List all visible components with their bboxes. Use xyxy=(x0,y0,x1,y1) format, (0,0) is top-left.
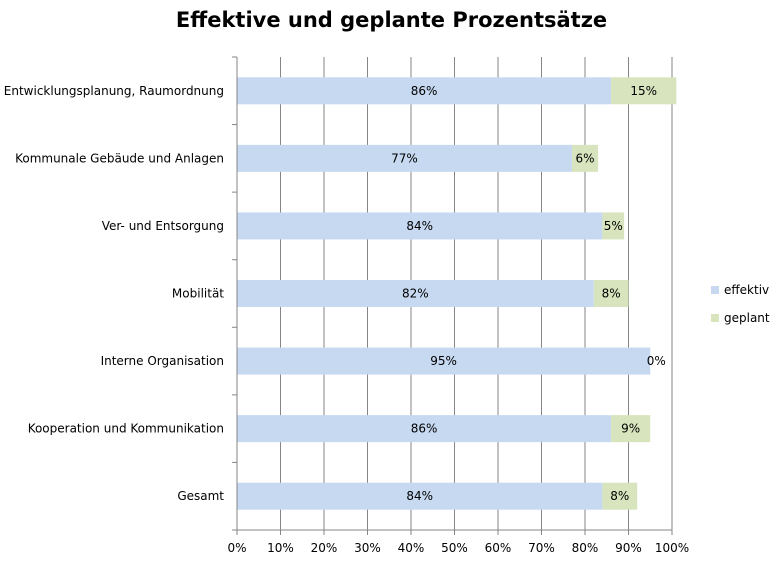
data-labels: 86% 15% 77% 6% 84% 5% 82% 8% 95% 0% 86% 9% 84% 8% xyxy=(391,84,666,503)
category-label: Kooperation und Kommunikation xyxy=(28,422,224,436)
bar-effektiv xyxy=(237,280,594,307)
data-label-geplant: 8% xyxy=(610,489,629,503)
x-tick-label: 0% xyxy=(227,541,246,555)
x-tick-label: 40% xyxy=(398,541,425,555)
bar-effektiv xyxy=(237,77,612,105)
data-label-effektiv: 82% xyxy=(402,287,429,301)
data-label-effektiv: 84% xyxy=(406,489,433,503)
bar-effektiv xyxy=(237,482,603,510)
x-tick-label: 90% xyxy=(615,541,642,555)
bar-effektiv xyxy=(237,415,612,443)
bar-geplant xyxy=(611,415,651,443)
bar-geplant xyxy=(593,280,629,307)
x-tick-label: 50% xyxy=(441,541,468,555)
bars xyxy=(237,77,677,510)
data-label-geplant: 15% xyxy=(630,84,657,98)
bar-geplant xyxy=(611,77,677,105)
x-tick-label: 30% xyxy=(354,541,381,555)
x-tick-label: 10% xyxy=(267,541,294,555)
category-label: Kommunale Gebäude und Anlagen xyxy=(15,151,224,165)
x-tick-label: 80% xyxy=(572,541,599,555)
category-label: Ver- und Entsorgung xyxy=(102,219,224,233)
bar-effektiv xyxy=(237,347,651,375)
category-label: Interne Organisation xyxy=(101,354,224,368)
category-label: Mobilität xyxy=(172,287,224,301)
x-tick-label: 20% xyxy=(311,541,338,555)
data-label-geplant: 0% xyxy=(647,354,666,368)
bar-geplant xyxy=(571,144,599,172)
x-tick-label: 60% xyxy=(485,541,512,555)
chart-title: Effektive und geplante Prozentsätze xyxy=(175,8,608,32)
data-label-geplant: 9% xyxy=(621,422,640,436)
legend: effektiv geplant xyxy=(711,283,770,325)
legend-swatch-geplant xyxy=(711,314,719,322)
bar-geplant xyxy=(602,482,638,510)
data-label-effektiv: 84% xyxy=(406,219,433,233)
data-label-geplant: 8% xyxy=(602,287,621,301)
bar-geplant xyxy=(602,212,625,240)
data-label-effektiv: 86% xyxy=(411,84,438,98)
x-tick-label: 70% xyxy=(528,541,555,555)
bar-effektiv xyxy=(237,212,603,240)
data-label-geplant: 5% xyxy=(604,219,623,233)
data-label-effektiv: 77% xyxy=(391,151,418,165)
axes xyxy=(232,56,673,535)
legend-label-effektiv: effektiv xyxy=(724,283,769,297)
category-labels: Entwicklungsplanung, Raumordnung Kommunal… xyxy=(4,84,225,503)
bar-effektiv xyxy=(237,144,572,172)
legend-swatch-effektiv xyxy=(711,286,719,294)
data-label-geplant: 6% xyxy=(575,151,594,165)
data-label-effektiv: 86% xyxy=(411,422,438,436)
category-label: Entwicklungsplanung, Raumordnung xyxy=(4,84,224,98)
legend-label-geplant: geplant xyxy=(724,311,770,325)
x-tick-labels: 0% 10% 20% 30% 40% 50% 60% 70% 80% 90% 100% xyxy=(227,541,689,555)
x-tick-label: 100% xyxy=(655,541,689,555)
category-label: Gesamt xyxy=(177,489,224,503)
data-label-effektiv: 95% xyxy=(430,354,457,368)
